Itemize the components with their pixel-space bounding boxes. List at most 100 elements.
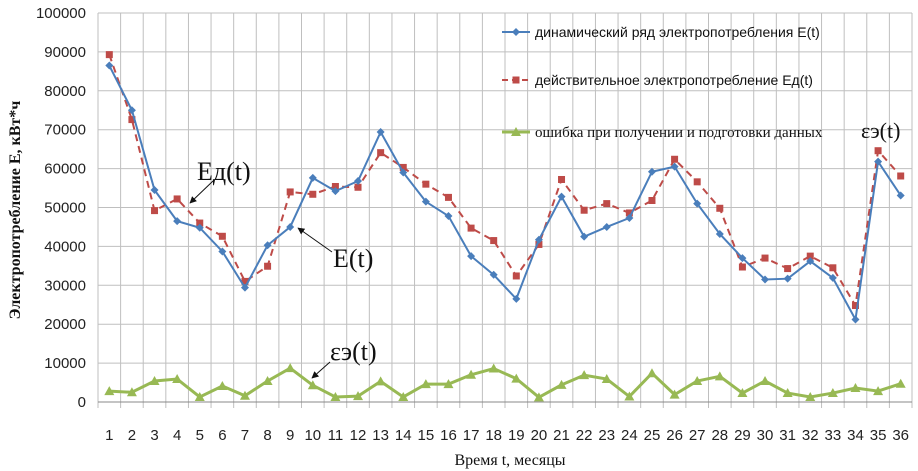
data-point-square	[829, 264, 837, 272]
x-tick-label: 32	[802, 427, 819, 444]
data-point-triangle	[307, 380, 318, 390]
data-point-diamond	[738, 254, 747, 263]
data-point-square	[422, 180, 430, 188]
x-tick-label: 26	[666, 427, 683, 444]
x-tick-label: 7	[241, 427, 249, 444]
data-point-triangle	[827, 388, 838, 398]
data-point-triangle	[488, 363, 499, 373]
data-point-triangle	[104, 386, 115, 396]
data-point-triangle	[172, 374, 183, 384]
data-point-square	[671, 155, 679, 163]
x-tick-label: 20	[531, 427, 548, 444]
data-point-diamond	[218, 247, 227, 256]
annotation-label: εэ(t)	[330, 337, 377, 366]
data-point-triangle	[782, 388, 793, 398]
data-point-diamond	[489, 270, 498, 279]
data-point-triangle	[239, 390, 250, 400]
data-point-diamond	[828, 273, 837, 282]
legend-label: динамический ряд электропотребления E(t)	[535, 24, 820, 40]
x-tick-label: 31	[779, 427, 796, 444]
data-point-square	[761, 254, 769, 262]
data-point-diamond	[195, 223, 204, 232]
x-tick-label: 13	[372, 427, 389, 444]
data-point-triangle	[511, 127, 521, 136]
x-tick-label: 34	[847, 427, 864, 444]
data-point-square	[467, 224, 475, 232]
legend: динамический ряд электропотребления E(t)…	[502, 24, 900, 143]
x-tick-labels: 1 2 3 4 5 6 7 8 9 10 11 12 13 14 15 16 17 18 19 20 21 22 23 24 2…	[105, 427, 909, 444]
data-point-triangle	[398, 391, 409, 401]
data-point-square	[693, 178, 701, 186]
data-point-diamond	[240, 283, 249, 292]
data-point-triangle	[149, 375, 160, 385]
data-point-square	[173, 195, 181, 203]
data-point-triangle	[805, 391, 816, 401]
data-point-triangle	[420, 379, 431, 389]
data-point-triangle	[601, 374, 612, 384]
legend-label: действительное электропотребление Ед(t)	[535, 72, 813, 88]
data-point-square	[444, 193, 452, 201]
data-point-diamond	[150, 185, 159, 194]
data-point-diamond	[874, 157, 883, 166]
data-point-square	[128, 116, 136, 124]
data-point-square	[603, 200, 611, 208]
series-0	[105, 61, 905, 324]
data-point-triangle	[511, 373, 522, 383]
data-point-triangle	[217, 381, 228, 391]
data-point-diamond	[625, 214, 634, 223]
annotation-arrow	[189, 180, 214, 204]
data-point-square	[535, 240, 543, 248]
y-tick-label: 100000	[36, 5, 86, 22]
x-tick-label: 12	[350, 427, 367, 444]
x-tick-label: 15	[418, 427, 435, 444]
data-point-square	[874, 147, 882, 155]
data-point-square	[490, 237, 498, 245]
x-tick-label: 36	[892, 427, 909, 444]
data-point-square	[218, 232, 226, 240]
x-tick-label: 3	[150, 427, 158, 444]
data-point-diamond	[851, 315, 860, 324]
data-point-square	[716, 204, 724, 212]
x-tick-label: 2	[128, 427, 136, 444]
data-point-diamond	[421, 197, 430, 206]
annotation-arrow	[311, 361, 331, 379]
data-point-diamond	[105, 61, 114, 70]
series-group	[104, 51, 906, 402]
data-point-diamond	[354, 177, 363, 186]
y-tick-label: 30000	[44, 277, 86, 294]
data-point-square	[851, 302, 859, 310]
y-tick-label: 90000	[44, 44, 86, 61]
x-tick-label: 28	[711, 427, 728, 444]
x-tick-label: 16	[440, 427, 457, 444]
x-tick-label: 21	[553, 427, 570, 444]
data-point-triangle	[194, 391, 205, 401]
data-point-triangle	[443, 379, 454, 389]
y-tick-label: 70000	[44, 122, 86, 139]
data-point-triangle	[692, 375, 703, 385]
data-point-square	[286, 188, 294, 196]
x-tick-label: 17	[463, 427, 480, 444]
data-point-triangle	[285, 363, 296, 373]
x-tick-label: 19	[508, 427, 525, 444]
x-tick-label: 35	[870, 427, 887, 444]
data-point-square	[354, 183, 362, 191]
series-2	[104, 363, 906, 402]
series-line	[108, 54, 902, 309]
data-point-triangle	[895, 378, 906, 388]
x-tick-label: 22	[576, 427, 593, 444]
data-point-diamond	[602, 222, 611, 231]
y-tick-label: 60000	[44, 161, 86, 178]
x-tick-label: 9	[286, 427, 294, 444]
x-tick-label: 10	[304, 427, 321, 444]
x-tick-label: 27	[689, 427, 706, 444]
data-point-square	[264, 262, 272, 270]
data-point-triangle	[850, 382, 861, 392]
data-point-diamond	[376, 128, 385, 137]
x-tick-label: 23	[598, 427, 615, 444]
data-point-square	[806, 252, 814, 260]
legend-label: ошибка при получении и подготовки данных	[535, 125, 823, 141]
data-point-triangle	[556, 379, 567, 389]
data-point-triangle	[466, 369, 477, 379]
data-point-triangle	[533, 392, 544, 402]
data-point-diamond	[761, 275, 770, 284]
